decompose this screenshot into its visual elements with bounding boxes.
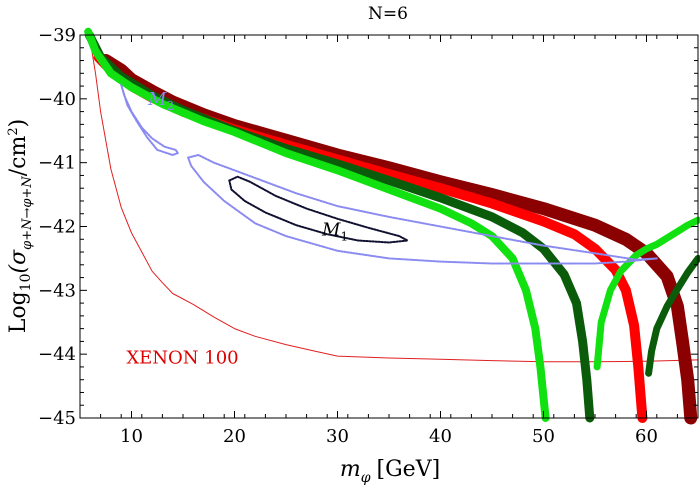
series-layer (84, 27, 700, 425)
series-0 (89, 40, 699, 363)
y-axis-log-base: 10 (18, 273, 34, 291)
x-axis-subscript: φ (361, 470, 371, 486)
y-tick-label: −45 (38, 408, 76, 429)
y-axis-unit-power: 2 (6, 127, 21, 135)
x-tick-label: 60 (635, 426, 658, 447)
y-tick-label: −39 (38, 25, 76, 46)
xenon-label: XENON 100 (126, 347, 238, 368)
y-axis-subscript: φ+N→φ+N (20, 176, 35, 250)
series-5 (593, 216, 700, 371)
x-tick-label: 10 (120, 426, 143, 447)
x-tick-label: 50 (532, 426, 555, 447)
series-9 (228, 175, 409, 244)
y-axis-close: ) (6, 119, 31, 128)
chart-title: N=6 (368, 4, 408, 24)
y-tick-label: −40 (38, 89, 76, 110)
x-tick-label: 20 (223, 426, 246, 447)
x-tick-label: 40 (429, 426, 452, 447)
y-tick-label: −41 (38, 153, 76, 174)
y-tick-label: −44 (38, 344, 76, 365)
y-axis-unit: /cm (6, 136, 31, 177)
model-label-1: M1 (321, 220, 348, 244)
x-axis-symbol: m (340, 457, 361, 482)
series-4 (84, 27, 550, 422)
series-6 (645, 254, 700, 377)
series-7 (120, 83, 179, 156)
x-tick-label: 30 (326, 426, 349, 447)
model-label-0: M2 (147, 89, 174, 113)
series-8 (187, 154, 658, 265)
y-axis-title: Log10(σφ+N→φ+N/cm2) (6, 119, 35, 334)
y-tick-label: −43 (38, 280, 76, 301)
x-axis-title: mφ [GeV] (340, 457, 440, 486)
ticks-layer: 10 20 30 40 50 60 −45 −44 −43 −42 −41 −40 −39 (38, 25, 699, 447)
annotation-layer: M2 M1 XENON 100 (126, 89, 348, 369)
y-axis-log: Log (6, 291, 31, 333)
y-axis-sigma: (σ (6, 249, 31, 274)
y-tick-label: −42 (38, 217, 76, 238)
x-axis-unit: [GeV] (377, 457, 441, 482)
